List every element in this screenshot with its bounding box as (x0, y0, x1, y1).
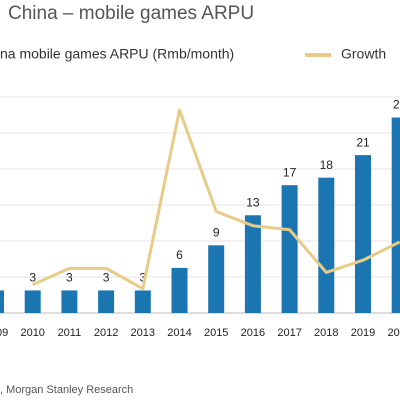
x-tick-label: 2016 (241, 327, 265, 339)
value-label: 3 (139, 271, 146, 285)
x-tick-label: 2014 (167, 327, 191, 339)
value-label: 13 (246, 195, 260, 209)
value-label: 6 (176, 248, 183, 262)
x-tick-label: 2011 (58, 327, 82, 339)
value-label: 17 (283, 165, 297, 179)
x-tick-label: 2013 (131, 327, 155, 339)
value-label: 26 (393, 98, 400, 112)
value-label: 21 (356, 135, 370, 149)
bar (281, 185, 298, 313)
x-tick-label: 2010 (20, 327, 44, 339)
source: , Morgan Stanley Research (0, 384, 133, 396)
x-tick-label: 2012 (94, 327, 118, 339)
chart-title: China – mobile games ARPU (8, 3, 254, 24)
bar (318, 177, 335, 313)
bar (244, 215, 261, 313)
bar (391, 117, 400, 313)
bar (208, 245, 225, 313)
value-label: 3 (103, 271, 110, 285)
value-label: 3 (29, 271, 36, 285)
value-label: 18 (320, 158, 334, 172)
x-tick-label: 2017 (277, 327, 301, 339)
x-tick-label: 2015 (204, 327, 228, 339)
value-label: 3 (66, 271, 73, 285)
bar (134, 290, 151, 313)
value-label: 9 (213, 226, 220, 240)
gridlines (0, 96, 400, 278)
bar (24, 290, 41, 313)
bar (355, 155, 371, 313)
legend-label: Growth (341, 46, 386, 62)
growth-line (32, 108, 400, 291)
legend-label: na mobile games ARPU (Rmb/month) (0, 46, 234, 62)
bar (98, 290, 115, 313)
bar (171, 267, 188, 313)
x-tick-label: 2018 (314, 327, 338, 339)
bar (0, 290, 4, 313)
x-tick-label: 2019 (351, 327, 375, 339)
bar (61, 290, 78, 313)
x-tick-label: 2009 (0, 327, 8, 339)
x-tick-label: 2020 (387, 327, 400, 339)
